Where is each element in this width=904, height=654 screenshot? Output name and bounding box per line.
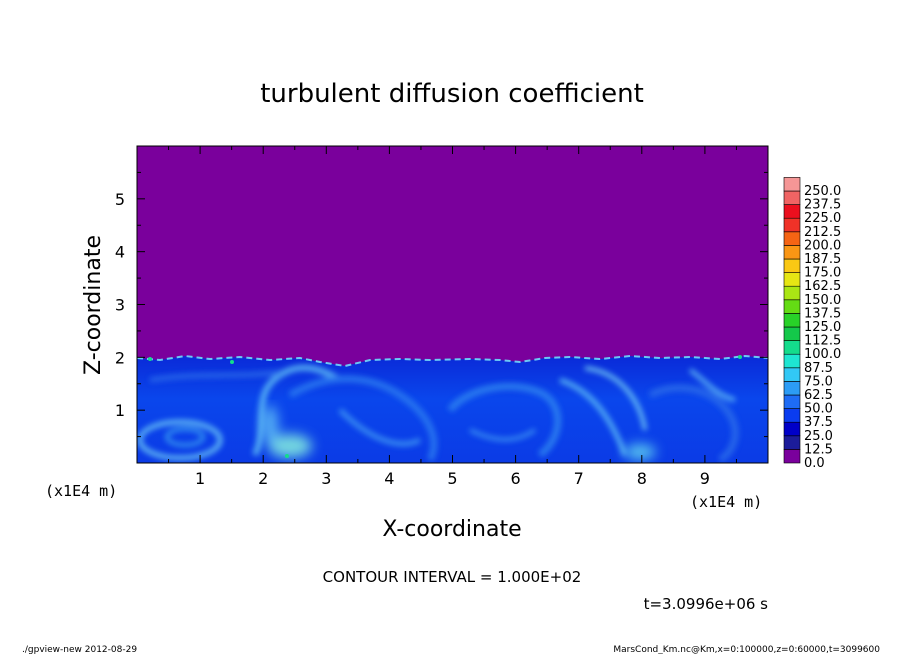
colorbar-swatch	[783, 421, 801, 437]
colorbar-level-label: 112.5	[804, 334, 841, 349]
y-tick-label: 1	[115, 401, 125, 420]
x-unit-left: (x1E4 m)	[45, 482, 117, 500]
colorbar-swatch	[783, 299, 801, 314]
colorbar-swatch	[783, 367, 801, 382]
colorbar-swatch	[783, 217, 801, 233]
colorbar-level-label: 200.0	[804, 238, 841, 253]
colorbar-level-label: 37.5	[804, 415, 833, 430]
x-axis-ticks: 1 2 3 4 5 6 7 8 9	[168, 146, 737, 488]
x-tick-label: 3	[321, 469, 331, 488]
colorbar-level-label: 25.0	[804, 429, 833, 444]
y-tick-label: 4	[115, 243, 125, 262]
colorbar-level-label: 50.0	[804, 402, 833, 417]
colorbar-level-label: 175.0	[804, 266, 841, 281]
heatmap-field	[137, 146, 768, 463]
y-axis-label: Z-coordinate	[81, 235, 106, 375]
y-tick-label: 2	[115, 348, 125, 367]
colorbar-level-label: 225.0	[804, 211, 841, 226]
chart-title: turbulent diffusion coefficient	[260, 79, 644, 109]
time-label: t=3.0996e+06 s	[644, 595, 769, 613]
colorbar-swatch	[783, 190, 801, 205]
heatmap-hotspots	[262, 405, 656, 460]
x-tick-label: 8	[637, 469, 647, 488]
colorbar-level-label: 12.5	[804, 442, 833, 457]
colorbar-level-label: 62.5	[804, 388, 833, 403]
colorbar-level-label: 137.5	[804, 306, 841, 321]
colorbar-swatch	[783, 285, 801, 301]
footer-left: ./gpview-new 2012-08-29	[22, 645, 137, 654]
x-axis-label: X-coordinate	[382, 517, 521, 542]
colorbar-swatch	[783, 313, 801, 328]
colorbar-swatch	[783, 408, 801, 423]
y-tick-label: 5	[115, 190, 125, 209]
colorbar-swatch	[783, 326, 801, 341]
colorbar-level-label: 162.5	[804, 279, 841, 294]
colorbar-level-label: 250.0	[804, 184, 841, 199]
colorbar-level-label: 100.0	[804, 347, 841, 362]
colorbar-level-label: 75.0	[804, 374, 833, 389]
colorbar-swatch	[783, 353, 801, 369]
y-tick-label: 3	[115, 296, 125, 315]
colorbar-swatch	[783, 231, 801, 246]
colorbar-swatch	[783, 204, 801, 219]
colorbar-swatch	[783, 272, 801, 287]
colorbar-swatch-top	[783, 177, 801, 192]
x-tick-label: 9	[700, 469, 710, 488]
x-tick-label: 7	[574, 469, 584, 488]
colorbar-level-label: 150.0	[804, 293, 841, 308]
x-tick-label: 5	[447, 469, 457, 488]
y-axis-ticks: 1 2 3 4 5	[115, 171, 768, 438]
colorbar-level-label: 87.5	[804, 361, 833, 376]
colorbar-level-label: 212.5	[804, 225, 841, 240]
colorbar-level-label: 237.5	[804, 198, 841, 213]
footer-right: MarsCond_Km.nc@Km,x=0:100000,z=0:60000,t…	[613, 645, 880, 654]
colorbar-swatch	[783, 340, 801, 355]
x-tick-label: 2	[258, 469, 268, 488]
colorbar-swatch	[783, 394, 801, 409]
heatmap-eddies	[137, 364, 739, 463]
x-tick-label: 1	[195, 469, 205, 488]
colorbar-swatch	[783, 435, 801, 450]
colorbar: 0.012.525.037.550.062.575.087.5100.0112.…	[783, 177, 841, 471]
x-tick-label: 4	[384, 469, 394, 488]
colorbar-swatch	[783, 381, 801, 396]
heatmap-top-edge	[137, 354, 768, 458]
colorbar-level-label: 187.5	[804, 252, 841, 267]
colorbar-swatch	[783, 258, 801, 273]
colorbar-level-label: 0.0	[804, 456, 825, 471]
x-tick-label: 6	[511, 469, 521, 488]
x-unit-right: (x1E4 m)	[690, 493, 762, 511]
colorbar-swatch	[783, 449, 801, 464]
colorbar-level-label: 125.0	[804, 320, 841, 335]
contour-interval-label: CONTOUR INTERVAL = 1.000E+02	[323, 568, 582, 586]
colorbar-swatch	[783, 245, 801, 260]
